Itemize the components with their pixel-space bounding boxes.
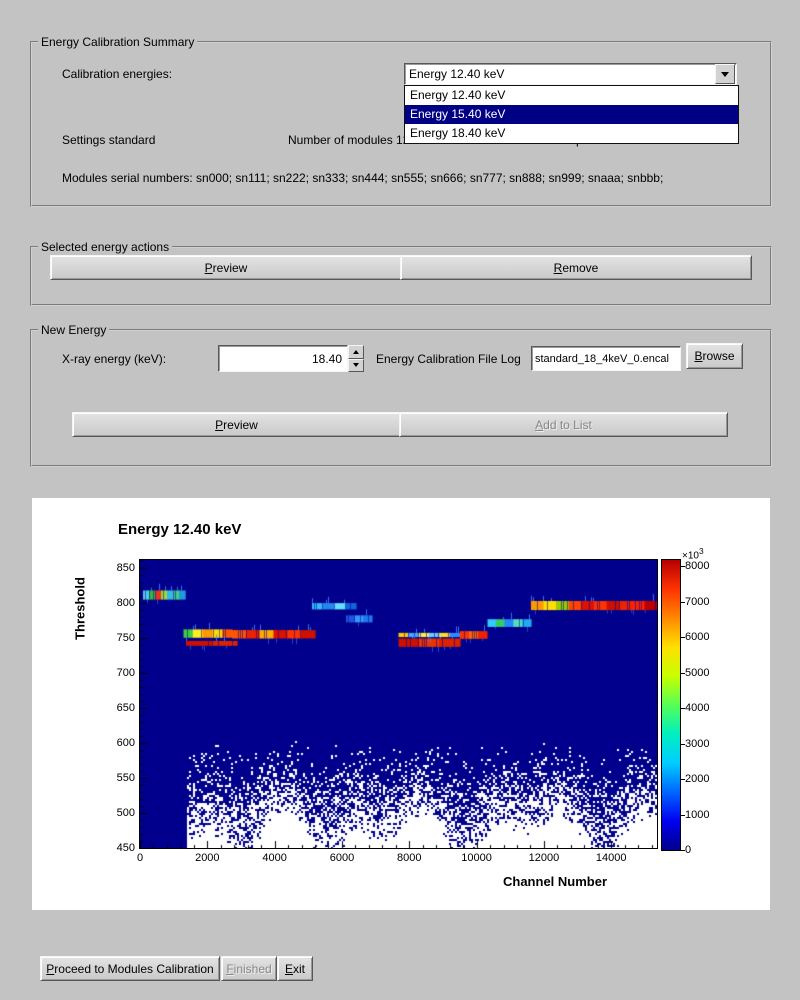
serial-numbers-label: Modules serial numbers: sn000; sn111; sn…	[62, 171, 664, 185]
x-tick-label: 10000	[461, 852, 492, 864]
settings-label: Settings standard	[62, 133, 156, 147]
selected-actions-title: Selected energy actions	[38, 240, 173, 254]
dropdown-item-1[interactable]: Energy 15.40 keV	[405, 105, 738, 124]
colorbar-tick	[680, 637, 685, 638]
calibration-energies-combobox[interactable]: Energy 12.40 keV	[404, 63, 737, 85]
plot-title: Energy 12.40 keV	[118, 521, 242, 538]
file-log-label: Energy Calibration File Log	[376, 352, 521, 366]
y-tick-label: 700	[116, 666, 135, 679]
threshold-scan-heatmap	[139, 559, 658, 849]
summary-groupbox: Energy Calibration Summary Calibration e…	[30, 35, 772, 207]
colorbar-tick	[680, 779, 685, 780]
xray-energy-input[interactable]	[219, 346, 347, 371]
arrow-up-icon	[353, 349, 359, 354]
y-tick-label: 450	[116, 842, 135, 854]
x-tick-label: 4000	[262, 852, 287, 864]
proceed-to-modules-calibration-button[interactable]: Proceed to Modules Calibration	[40, 956, 220, 981]
spin-up-button[interactable]	[348, 345, 364, 359]
x-tick-label: 2000	[195, 852, 220, 864]
combobox-value: Energy 12.40 keV	[409, 67, 505, 81]
y-tick-label: 600	[116, 736, 135, 749]
colorbar-scale-label: ×103	[682, 546, 704, 562]
new-energy-groupbox: New Energy X-ray energy (keV): Energy Ca…	[30, 323, 772, 467]
chevron-down-icon	[721, 71, 729, 77]
summary-groupbox-title: Energy Calibration Summary	[38, 35, 198, 49]
x-tick-label: 14000	[595, 852, 627, 864]
y-tick-label: 500	[116, 806, 135, 819]
colorbar-tick-label: 2000	[685, 773, 710, 785]
x-tick-label: 6000	[329, 852, 355, 864]
y-tick-label: 850	[116, 561, 135, 574]
exit-button[interactable]: Exit	[277, 956, 313, 981]
colorbar-tick-label: 6000	[685, 631, 710, 643]
browse-button[interactable]: Browse	[686, 343, 743, 369]
dropdown-item-0[interactable]: Energy 12.40 keV	[410, 88, 506, 102]
colorbar-tick-label: 7000	[685, 595, 710, 608]
x-tick-label: 0	[136, 852, 144, 864]
y-tick-label: 650	[116, 701, 135, 714]
colorbar-tick	[680, 566, 685, 567]
spin-arrows	[348, 345, 364, 372]
colorbar-tick	[680, 708, 685, 709]
plot-panel: Energy 12.40 keV Threshold Channel Numbe…	[32, 498, 770, 910]
preview-new-energy-button[interactable]: Preview	[72, 412, 401, 437]
colorbar-tick-label: 5000	[685, 666, 710, 679]
selected-actions-groupbox: Selected energy actions Preview Remove	[30, 240, 772, 306]
colorbar-tick	[680, 672, 685, 674]
finished-button: Finished	[221, 956, 277, 981]
dropdown-item-2[interactable]: Energy 18.40 keV	[410, 126, 506, 140]
calibration-energies-label: Calibration energies:	[62, 67, 173, 81]
x-tick-label: 12000	[528, 852, 560, 864]
exit-label: Exit	[284, 961, 305, 976]
arrow-down-icon	[353, 363, 359, 368]
colorbar-tick	[680, 850, 685, 851]
colorbar	[661, 559, 681, 851]
x-axis-title: Channel Number	[503, 874, 608, 889]
y-tick-label: 800	[116, 596, 135, 609]
file-log-input[interactable]	[532, 347, 680, 370]
remove-label: Remove	[553, 260, 599, 275]
add-to-list-button: Add to List	[399, 412, 728, 437]
combobox-dropdown-button[interactable]	[715, 64, 735, 84]
add-to-list-label: Add to List	[535, 417, 592, 432]
colorbar-tick-label: 8000	[685, 560, 710, 572]
colorbar-tick-label: 3000	[685, 737, 710, 750]
new-energy-title: New Energy	[38, 323, 110, 337]
x-tick-label: 8000	[397, 852, 422, 864]
y-tick-label: 750	[116, 631, 135, 644]
preview-selected-label: Preview	[204, 260, 248, 275]
browse-label: Browse	[694, 349, 735, 363]
xray-energy-field	[218, 345, 348, 372]
colorbar-tick	[680, 743, 685, 745]
colorbar-tick-label: 1000	[685, 808, 710, 821]
spin-down-button[interactable]	[348, 358, 364, 372]
preview-selected-button[interactable]: Preview	[50, 255, 402, 280]
colorbar-tick	[680, 814, 685, 816]
y-tick-label: 550	[116, 771, 135, 784]
remove-button[interactable]: Remove	[400, 255, 752, 280]
file-log-field	[531, 346, 681, 371]
y-axis-title: Threshold	[72, 577, 88, 640]
energy-dropdown: Energy 12.40 keV Energy 15.40 keV Energy 1…	[404, 85, 739, 144]
proceed-label: Proceed to Modules Calibration	[46, 961, 214, 976]
modules-count-label: Number of modules 12	[288, 133, 410, 147]
colorbar-tick	[680, 601, 685, 603]
xray-energy-label: X-ray energy (keV):	[62, 352, 167, 366]
colorbar-tick-label: 4000	[685, 702, 710, 714]
colorbar-tick-label: 0	[685, 844, 692, 856]
preview-new-energy-label: Preview	[215, 417, 258, 432]
xray-energy-spinbox	[218, 345, 364, 372]
finished-label: Finished	[226, 961, 272, 976]
